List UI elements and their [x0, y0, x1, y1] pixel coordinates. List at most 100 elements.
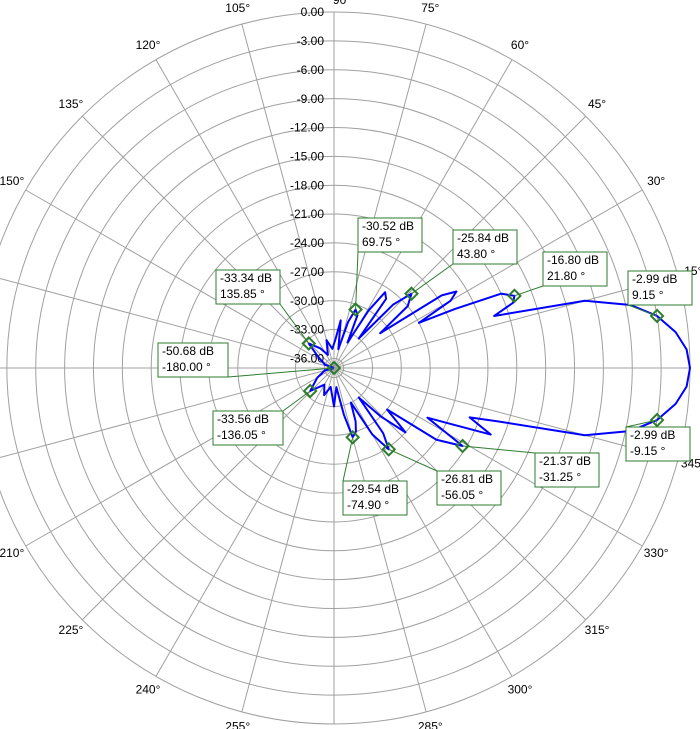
annotation-text: -136.05 ° [217, 428, 266, 442]
marker-annotation: -26.81 dB -56.05 ° [381, 441, 502, 506]
radial-tick-label: 0.00 [301, 5, 325, 19]
grid-spoke [333, 189, 643, 369]
angle-label: 255° [225, 719, 250, 729]
radial-tick-label: -30.00 [290, 294, 324, 308]
annotation-text: -9.15 ° [630, 444, 666, 458]
marker [301, 336, 317, 351]
grid-spoke [155, 59, 335, 369]
annotation-text: -26.81 dB [441, 472, 493, 486]
angle-label: 210° [0, 546, 24, 560]
radial-tick-label: -21.00 [290, 207, 324, 221]
leader-line [411, 263, 454, 295]
radial-tick-label: -9.00 [297, 92, 325, 106]
annotation-box [542, 251, 608, 287]
annotation-text: -29.54 dB [347, 482, 399, 496]
annotation-text: -2.99 dB [630, 428, 675, 442]
angle-label: 30° [647, 174, 665, 188]
grid-spoke [81, 115, 335, 369]
annotation-text: -25.84 dB [457, 231, 509, 245]
annotation-text: 21.80 ° [547, 269, 585, 283]
marker-annotation: -33.34 dB 135.85 ° [215, 269, 317, 351]
grid-spoke [81, 367, 335, 621]
marker-annotation: -33.56 dB -136.05 ° [212, 383, 318, 446]
angle-label: 60° [511, 38, 529, 52]
annotation-text: -180.00 ° [162, 360, 211, 374]
leader-line [388, 448, 438, 472]
annotation-box [212, 410, 284, 446]
marker [455, 438, 470, 454]
angle-label: 330° [644, 546, 669, 560]
annotation-text: -21.37 dB [539, 454, 591, 468]
annotation-text: 9.15 ° [632, 288, 664, 302]
grid-spoke [333, 275, 678, 369]
annotation-text: -33.56 dB [217, 412, 269, 426]
marker [302, 383, 318, 399]
annotation-box [342, 480, 408, 516]
grid-spoke [155, 367, 335, 677]
marker [345, 429, 361, 445]
radial-tick-label: -27.00 [290, 265, 324, 279]
grid-spoke [333, 367, 513, 677]
angle-label: 75° [421, 1, 439, 15]
angle-label: 315° [585, 623, 610, 637]
marker [348, 302, 363, 317]
radial-tick-label: -24.00 [290, 236, 324, 250]
leader-line [279, 303, 310, 344]
angle-label: 45° [588, 97, 606, 111]
leader-line [355, 251, 359, 310]
annotation-box [452, 229, 518, 265]
marker-annotation: -2.99 dB 9.15 ° [627, 270, 693, 324]
annotation-text: 43.80 ° [457, 247, 495, 261]
annotation-text: -50.68 dB [162, 344, 214, 358]
leader-line [462, 445, 536, 454]
annotation-box [357, 217, 423, 253]
marker-annotation: -21.37 dB -31.25 ° [455, 438, 600, 488]
marker [381, 441, 397, 457]
annotation-text: -56.05 ° [441, 488, 483, 502]
grid-spoke [333, 367, 427, 712]
leader-line [282, 390, 311, 412]
angle-label: 105° [225, 1, 250, 15]
annotation-text: 135.85 ° [220, 287, 265, 301]
angle-label: 90° [333, 0, 351, 7]
marker-annotation: -50.68 dB -180.00 ° [157, 342, 342, 378]
annotation-text: 69.75 ° [362, 235, 400, 249]
grid-spoke [241, 24, 335, 369]
annotation-box [534, 452, 600, 488]
marker-annotation: -29.54 dB -74.90 ° [342, 429, 408, 516]
marker-annotation: -16.80 dB 21.80 ° [507, 251, 608, 304]
annotation-text: -33.34 dB [220, 271, 272, 285]
annotation-text: -30.52 dB [362, 219, 414, 233]
marker-annotation: -25.84 dB 43.80 ° [404, 229, 518, 302]
marker [507, 288, 522, 304]
annotation-box [627, 270, 693, 306]
annotation-text: -31.25 ° [539, 470, 581, 484]
radial-tick-label: -6.00 [297, 63, 325, 77]
annotation-box [215, 269, 281, 305]
marker [649, 308, 665, 324]
grid-spoke [0, 277, 335, 369]
angle-label: 240° [136, 682, 161, 696]
grid-spoke [25, 367, 335, 547]
grid-spoke [333, 367, 678, 461]
angle-label: 135° [59, 97, 84, 111]
leader-line [342, 437, 354, 482]
radial-tick-label: -12.00 [290, 121, 324, 135]
radial-tick-label: -15.00 [290, 149, 324, 163]
angle-label: 225° [59, 623, 84, 637]
annotation-text: -16.80 dB [547, 253, 599, 267]
leader-line [227, 367, 335, 378]
marker-annotation: -30.52 dB 69.75 ° [348, 217, 423, 317]
grid-spoke [25, 189, 335, 369]
grid-spoke [241, 367, 335, 712]
angle-label: 120° [136, 38, 161, 52]
radial-tick-label: -3.00 [297, 34, 325, 48]
annotation-box [157, 342, 229, 378]
angle-label: 285° [418, 719, 443, 729]
radial-tick-label: -33.00 [290, 323, 324, 337]
marker [649, 412, 665, 428]
annotation-box [436, 470, 502, 506]
annotation-box [625, 426, 691, 462]
grid-spoke [333, 367, 643, 547]
